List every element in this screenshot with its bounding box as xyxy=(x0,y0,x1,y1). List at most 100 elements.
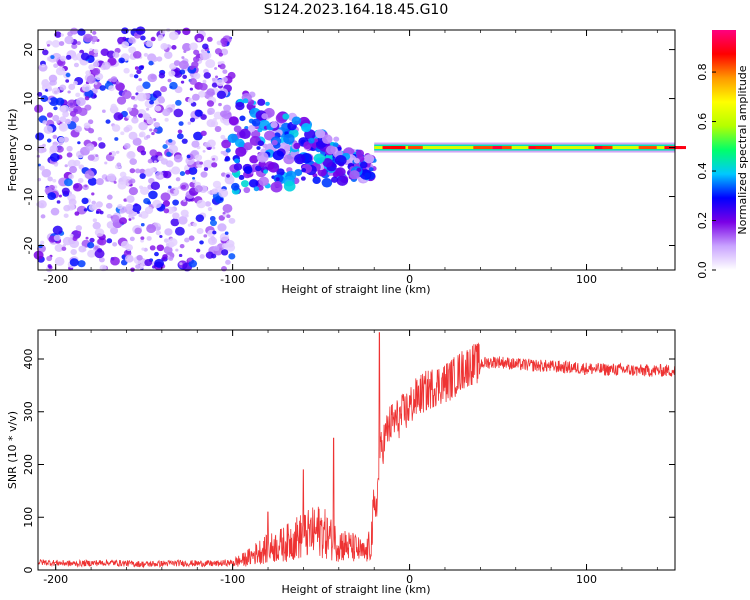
spectrogram-signal-blob xyxy=(332,171,341,178)
spectrogram-signal-blob xyxy=(261,113,268,120)
spectrogram-signal-blob xyxy=(336,175,349,186)
spectrogram-noise-blob xyxy=(58,194,62,198)
spectrogram-noise-blob xyxy=(192,93,200,101)
spectrogram-noise-blob xyxy=(187,223,192,227)
spectrogram-noise-blob xyxy=(94,81,98,85)
spectrogram-noise-blob xyxy=(110,103,117,110)
colorbar-tick-label: 0.8 xyxy=(696,63,709,81)
spectrogram-signal-blob xyxy=(270,121,278,129)
spectrogram-noise-blob xyxy=(76,97,86,107)
spectrogram-signal-blob xyxy=(332,142,339,148)
spectrogram-noise-blob xyxy=(216,90,227,100)
spectrogram-noise-blob xyxy=(72,182,83,192)
spectrogram-noise-blob xyxy=(132,137,142,146)
spectrogram-noise-blob xyxy=(47,87,53,92)
spectrogram-noise-blob xyxy=(89,48,93,52)
spectrogram-noise-blob xyxy=(203,159,214,169)
spectrogram-noise-blob xyxy=(56,120,60,124)
spectrogram-noise-blob xyxy=(37,163,41,167)
spectrogram-noise-blob xyxy=(73,159,81,167)
spectrogram-noise-blob xyxy=(92,67,101,76)
spectrogram-noise-blob xyxy=(187,121,192,125)
spectrogram-noise-blob xyxy=(144,206,154,214)
spectrogram-signal-blob xyxy=(349,170,360,180)
spectrogram-signal-blob xyxy=(334,155,347,166)
spectrogram-noise-blob xyxy=(164,51,172,58)
spectrogram-noise-blob xyxy=(160,158,169,165)
spectrogram-noise-blob xyxy=(149,245,156,251)
spectrogram-signal-blob xyxy=(322,157,333,168)
snr-y-tick-label: 100 xyxy=(22,507,35,528)
spectrogram-noise-blob xyxy=(157,95,165,103)
spectrogram-noise-blob xyxy=(199,240,204,245)
spectrogram-noise-blob xyxy=(149,100,155,105)
spectrogram-noise-blob xyxy=(62,136,69,143)
spectrogram-noise-blob xyxy=(191,140,200,148)
spectrogram-noise-blob xyxy=(146,117,155,125)
spectrogram-noise-blob xyxy=(39,165,45,171)
spectrogram-noise-blob xyxy=(121,41,130,49)
spectrogram-carrier-peak xyxy=(492,146,512,150)
spectrogram-noise-blob xyxy=(33,250,44,260)
spectrogram-noise-blob xyxy=(56,145,64,153)
spectrogram-noise-blob xyxy=(174,226,185,236)
spectrogram-noise-blob xyxy=(87,154,95,161)
spectrogram-noise-blob xyxy=(38,63,48,72)
spectrogram-noise-blob xyxy=(224,156,231,162)
spectrogram-noise-blob xyxy=(209,216,216,222)
spectrogram-noise-blob xyxy=(46,138,52,143)
spectrogram-noise-blob xyxy=(62,111,69,118)
spectrogram-noise-blob xyxy=(195,214,205,222)
spectrogram-noise-blob xyxy=(88,64,96,71)
snr-y-tick-label: 200 xyxy=(22,454,35,475)
spectrogram-signal-blob xyxy=(239,128,251,139)
spectrogram-noise-layer xyxy=(33,26,236,273)
spectrogram-noise-blob xyxy=(89,237,95,243)
spectrogram-noise-blob xyxy=(47,264,52,268)
spectrogram-noise-blob xyxy=(68,83,76,90)
spectrogram-noise-blob xyxy=(203,72,211,79)
spectrogram-signal-blob xyxy=(253,186,260,192)
spectrogram-noise-blob xyxy=(225,148,231,153)
spectrogram-noise-blob xyxy=(146,224,157,234)
spectrogram-noise-blob xyxy=(154,258,165,268)
spectrogram-noise-blob xyxy=(134,66,139,70)
spectrogram-noise-blob xyxy=(168,70,176,77)
spectrogram-carrier-peak xyxy=(492,146,503,150)
spectrogram-noise-blob xyxy=(54,243,64,252)
spectrogram-noise-blob xyxy=(150,181,161,191)
spectrogram-noise-blob xyxy=(226,174,230,178)
spectrogram-noise-blob xyxy=(154,251,159,257)
spectrogram-noise-blob xyxy=(132,50,142,59)
spectrogram-noise-blob xyxy=(77,231,82,235)
spectrogram-noise-blob xyxy=(87,241,95,249)
spectrogram-noise-blob xyxy=(172,212,180,220)
spectrogram-signal-blob xyxy=(283,154,295,165)
spectrogram-noise-blob xyxy=(122,175,128,181)
spectrogram-noise-blob xyxy=(130,95,136,100)
spectrogram-noise-blob xyxy=(212,180,222,189)
colorbar-ticks: 0.0 0.2 0.4 0.6 0.8 xyxy=(696,63,716,279)
spectrogram-noise-blob xyxy=(153,121,160,128)
spectrogram-noise-blob xyxy=(133,104,138,109)
spectrogram-noise-blob xyxy=(35,132,45,141)
spectrogram-noise-blob xyxy=(197,37,202,42)
spectrogram-noise-blob xyxy=(138,78,142,82)
spectrogram-noise-blob xyxy=(171,166,181,175)
spectrogram-noise-blob xyxy=(159,235,163,239)
spectrogram-noise-blob xyxy=(106,194,113,200)
spectrogram-noise-blob xyxy=(69,258,79,267)
spectrogram-noise-blob xyxy=(152,199,162,209)
spectrogram-signal-blob xyxy=(360,169,372,180)
spectrogram-noise-blob xyxy=(194,154,203,161)
spectrogram-noise-blob xyxy=(151,56,158,62)
spectrogram-noise-blob xyxy=(115,81,120,85)
spectrogram-noise-blob xyxy=(83,33,93,43)
spectrogram-signal-blob xyxy=(271,139,278,146)
spectrogram-signal-blob xyxy=(273,180,282,188)
spectrogram-noise-blob xyxy=(178,60,189,70)
spectrogram-signal-blob xyxy=(283,181,296,192)
spectrogram-noise-blob xyxy=(192,179,197,184)
spectrogram-noise-blob xyxy=(183,198,187,202)
spectrogram-noise-blob xyxy=(87,177,97,186)
